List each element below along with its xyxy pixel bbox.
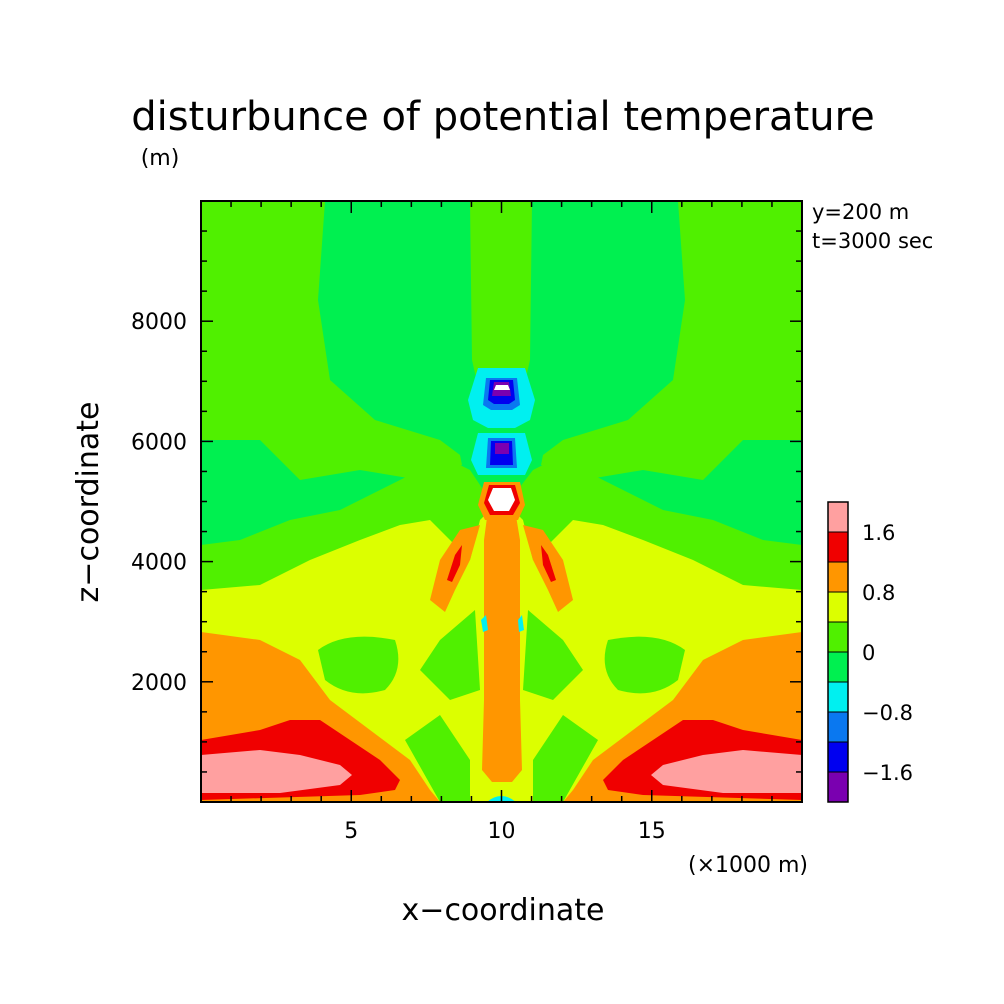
x-axis-unit: (×1000 m) [688,853,808,878]
contour-region [420,610,480,700]
x-ticks: 5 10 15 [230,201,773,844]
y-unit-label: (m) [141,146,180,171]
contour-fill [201,201,802,802]
contour-region [481,615,488,632]
colorbar-swatch [828,592,848,622]
colorbar-swatch [828,772,848,802]
contour-region [523,610,583,700]
contour-region [488,488,515,511]
colorbar-swatch [828,562,848,592]
annotation-y: y=200 m [812,200,909,224]
contour-region [495,443,509,454]
colorbar: 1.6 0.8 0 −0.8 −1.6 [827,501,913,803]
x-tick-label: 15 [638,819,666,844]
colorbar-swatch [828,652,848,682]
colorbar-swatch [828,682,848,712]
contour-region [405,715,470,802]
colorbar-label: 1.6 [862,521,895,545]
y-ticks: 2000 4000 6000 8000 [131,230,802,773]
colorbar-label: −0.8 [862,701,913,725]
colorbar-label: 0 [862,641,875,665]
colorbar-swatch [828,742,848,772]
x-axis-label: x−coordinate [402,893,605,928]
y-tick-label: 2000 [131,671,187,696]
colorbar-swatch [828,712,848,742]
colorbar-swatch [828,622,848,652]
contour-region [201,201,462,480]
contour-region [494,385,510,390]
contour-region [518,615,524,632]
contour-region [541,201,802,480]
annotation-t: t=3000 sec [812,229,933,253]
colorbar-label: 0.8 [862,581,895,605]
contour-region [447,545,462,582]
x-tick-label: 10 [488,819,516,844]
contour-region [533,715,598,802]
contour-region [482,510,522,782]
y-axis-label: z−coordinate [71,402,106,603]
contour-region [604,636,685,694]
contour-region [651,750,802,793]
colorbar-swatch [828,532,848,562]
colorbar-label: −1.6 [862,761,913,785]
contour-region [201,750,352,793]
contour-region [541,545,556,582]
colorbar-swatch [828,502,848,532]
y-tick-label: 6000 [131,430,187,455]
contour-region [470,201,532,410]
y-tick-label: 8000 [131,310,187,335]
contour-region [318,636,399,694]
chart-title: disturbunce of potential temperature [131,94,875,140]
y-tick-label: 4000 [131,551,187,576]
x-tick-label: 5 [344,819,358,844]
